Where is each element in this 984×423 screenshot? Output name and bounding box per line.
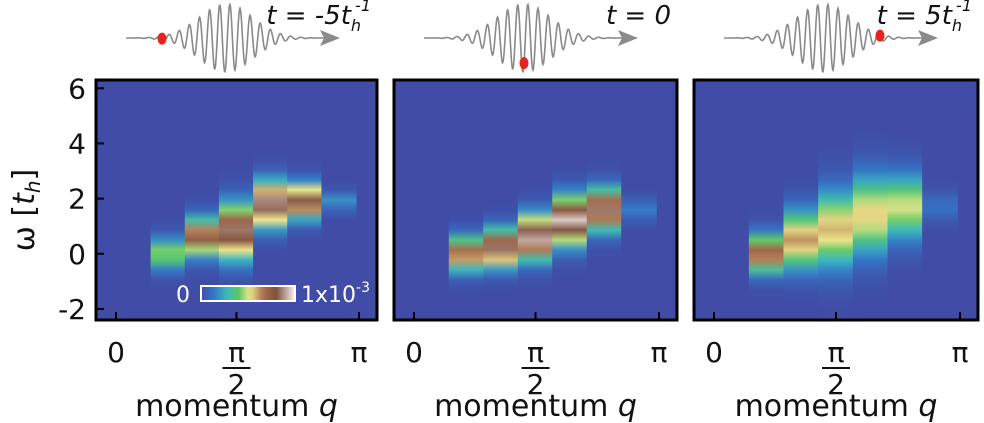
y-axis-title-unit-sub: h xyxy=(21,180,45,193)
x-tick-label: 0 xyxy=(705,336,723,369)
time-label: t = -5th-1 xyxy=(266,0,371,35)
x-tick-label: π xyxy=(952,336,969,369)
y-tick-label: 2 xyxy=(68,183,86,216)
spectral-column xyxy=(321,80,357,320)
x-tick-label: π xyxy=(651,336,668,369)
spectral-column xyxy=(253,80,289,320)
colorbar-min-label: 0 xyxy=(176,283,190,308)
y-tick-label: 4 xyxy=(68,127,86,160)
arrowhead-icon xyxy=(618,30,638,46)
colorbar: 0 1x10-3 xyxy=(176,280,370,308)
spectral-column xyxy=(287,80,323,320)
spectral-column xyxy=(748,80,785,320)
spectral-column xyxy=(552,80,588,320)
spectral-column xyxy=(483,80,519,320)
pulse-waveform xyxy=(724,2,938,74)
spectral-column xyxy=(818,80,854,320)
spectral-column xyxy=(184,80,220,320)
y-tick-label: -2 xyxy=(58,293,86,326)
x-tick-label-denominator: 2 xyxy=(827,368,845,401)
pulse-waveform xyxy=(424,2,638,74)
arrowhead-icon xyxy=(320,30,340,46)
spectral-column xyxy=(517,80,554,320)
spectral-column xyxy=(922,80,958,320)
x-tick-label-numerator: π xyxy=(228,336,245,369)
x-axis-title: momentum q xyxy=(735,389,938,423)
spectral-column xyxy=(448,80,485,320)
y-tick-label: 6 xyxy=(68,72,86,105)
x-tick-label-denominator: 2 xyxy=(527,368,545,401)
spectral-column xyxy=(621,80,657,320)
time-label: t = 0 xyxy=(606,1,671,31)
time-label: t = 5th-1 xyxy=(877,0,972,35)
x-tick-label-numerator: π xyxy=(527,336,544,369)
time-marker-dot xyxy=(519,57,529,70)
y-axis-title: ω [th] xyxy=(7,169,45,252)
spectral-column xyxy=(218,80,255,320)
spectral-column xyxy=(150,80,186,320)
colorbar-gradient xyxy=(200,285,296,302)
x-tick-label-denominator: 2 xyxy=(228,368,246,401)
time-marker-dot xyxy=(875,29,885,42)
spectral-column xyxy=(783,80,820,320)
y-tick-label: 0 xyxy=(68,238,86,271)
x-tick-label: 0 xyxy=(107,336,125,369)
y-axis-title-unit: t xyxy=(7,192,42,205)
x-tick-label: π xyxy=(351,336,368,369)
y-axis-title-symbol: ω xyxy=(7,226,42,251)
x-tick-label: 0 xyxy=(405,336,423,369)
svg-text:ω [th]: ω [th] xyxy=(7,169,45,252)
arrowhead-icon xyxy=(918,30,938,46)
pulse-waveform xyxy=(126,2,340,74)
time-marker-dot xyxy=(157,32,167,45)
x-axis-title: momentum q xyxy=(135,389,338,423)
x-tick-label-numerator: π xyxy=(828,336,845,369)
spectral-column xyxy=(887,80,924,320)
spectral-column xyxy=(586,80,623,320)
x-axis-title: momentum q xyxy=(434,389,637,423)
spectral-column xyxy=(852,80,889,320)
colorbar-max-label: 1x10-3 xyxy=(301,280,370,308)
